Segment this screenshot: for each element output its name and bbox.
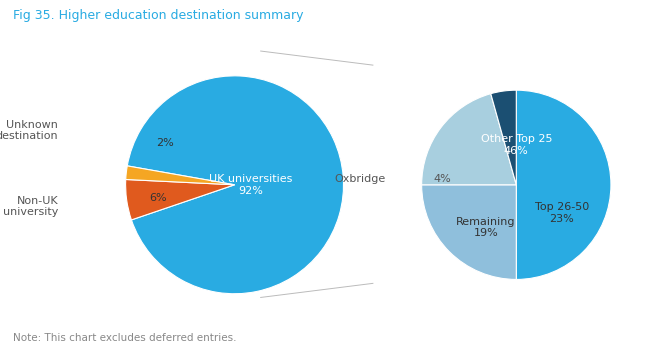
Text: Other Top 25
46%: Other Top 25 46% — [480, 134, 552, 156]
Wedge shape — [516, 90, 611, 279]
Wedge shape — [125, 180, 234, 220]
Text: 4%: 4% — [433, 174, 451, 184]
Text: 2%: 2% — [156, 138, 174, 149]
Text: 6%: 6% — [150, 193, 167, 203]
Wedge shape — [127, 76, 343, 294]
Wedge shape — [422, 94, 516, 185]
Text: Remaining
19%: Remaining 19% — [456, 216, 515, 238]
Text: Unknown
destination: Unknown destination — [0, 120, 58, 141]
Wedge shape — [491, 90, 516, 185]
Wedge shape — [422, 185, 516, 279]
Text: Non-UK
university: Non-UK university — [3, 196, 58, 218]
Text: Fig 35. Higher education destination summary: Fig 35. Higher education destination sum… — [13, 9, 304, 22]
Wedge shape — [126, 166, 234, 185]
Text: Top 26-50
23%: Top 26-50 23% — [535, 202, 589, 224]
Text: Oxbridge: Oxbridge — [335, 174, 385, 184]
Text: Note: This chart excludes deferred entries.: Note: This chart excludes deferred entri… — [13, 333, 237, 343]
Text: UK universities
92%: UK universities 92% — [209, 174, 292, 196]
